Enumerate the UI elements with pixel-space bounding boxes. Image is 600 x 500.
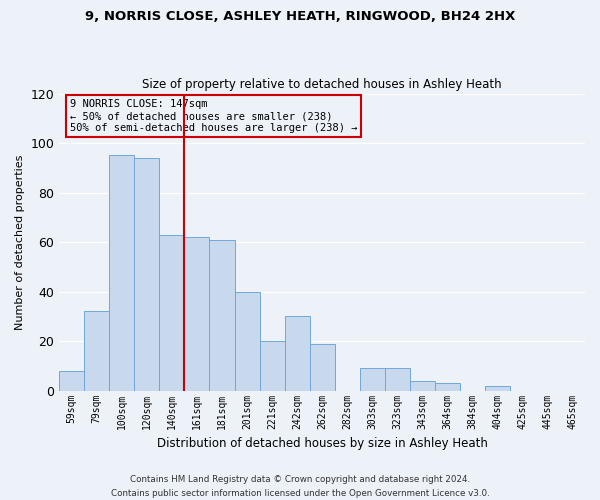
Bar bbox=[59, 371, 85, 390]
Text: 9, NORRIS CLOSE, ASHLEY HEATH, RINGWOOD, BH24 2HX: 9, NORRIS CLOSE, ASHLEY HEATH, RINGWOOD,… bbox=[85, 10, 515, 23]
Bar bbox=[310, 344, 335, 390]
Bar bbox=[160, 234, 184, 390]
Bar bbox=[385, 368, 410, 390]
Bar bbox=[235, 292, 260, 390]
Bar bbox=[485, 386, 510, 390]
Bar bbox=[435, 383, 460, 390]
Bar bbox=[359, 368, 385, 390]
Bar bbox=[209, 240, 235, 390]
Title: Size of property relative to detached houses in Ashley Heath: Size of property relative to detached ho… bbox=[142, 78, 502, 91]
X-axis label: Distribution of detached houses by size in Ashley Heath: Distribution of detached houses by size … bbox=[157, 437, 488, 450]
Y-axis label: Number of detached properties: Number of detached properties bbox=[15, 154, 25, 330]
Bar bbox=[134, 158, 160, 390]
Bar bbox=[410, 380, 435, 390]
Bar bbox=[109, 156, 134, 390]
Bar bbox=[85, 312, 109, 390]
Bar bbox=[260, 341, 284, 390]
Text: 9 NORRIS CLOSE: 147sqm
← 50% of detached houses are smaller (238)
50% of semi-de: 9 NORRIS CLOSE: 147sqm ← 50% of detached… bbox=[70, 100, 358, 132]
Text: Contains HM Land Registry data © Crown copyright and database right 2024.
Contai: Contains HM Land Registry data © Crown c… bbox=[110, 476, 490, 498]
Bar bbox=[284, 316, 310, 390]
Bar bbox=[184, 237, 209, 390]
